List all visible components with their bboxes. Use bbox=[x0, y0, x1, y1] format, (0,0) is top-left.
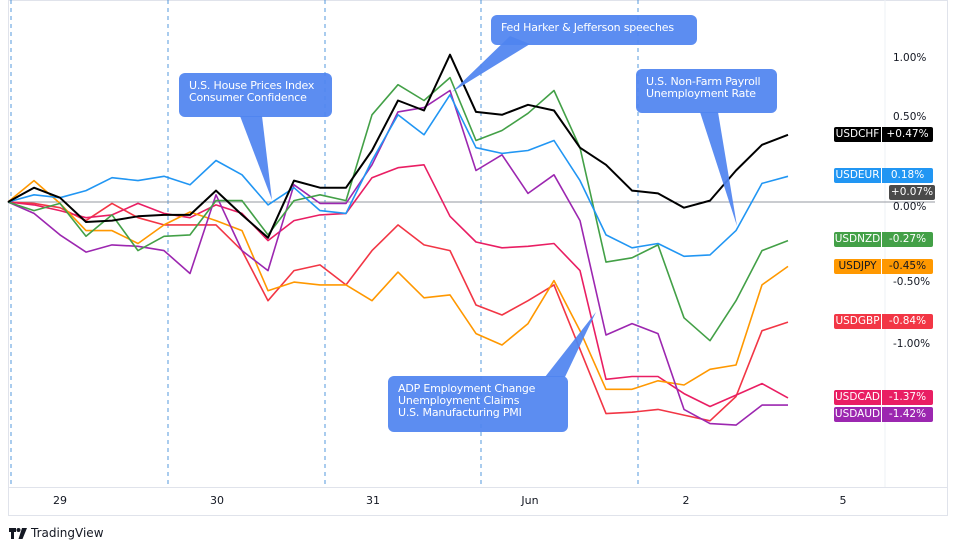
series-name: USDJPY bbox=[834, 259, 881, 274]
tradingview-logo-mark bbox=[9, 527, 27, 539]
series-line-usdchf[interactable] bbox=[7, 53, 789, 239]
callout-pointer bbox=[452, 36, 530, 92]
series-last-value: -1.42% bbox=[881, 407, 933, 422]
series-tag-usdgbp[interactable]: USDGBP -0.84% bbox=[834, 314, 933, 329]
series-tag-usdjpy[interactable]: USDJPY -0.45% bbox=[834, 259, 933, 274]
time-axis-label: 31 bbox=[366, 494, 380, 507]
event-callout[interactable]: U.S. Non-Farm Payroll Unemployment Rate bbox=[636, 69, 777, 113]
series-line-usdgbp[interactable] bbox=[7, 201, 789, 422]
series-tag-usdaud[interactable]: USDAUD -1.42% bbox=[834, 407, 933, 422]
series-last-value: +0.47% bbox=[881, 127, 933, 142]
callout-pointer bbox=[545, 312, 596, 377]
series-name: USDAUD bbox=[834, 407, 881, 422]
chart-border bbox=[8, 0, 948, 516]
event-callout[interactable]: U.S. House Prices Index Consumer Confide… bbox=[179, 73, 332, 117]
time-axis-label: 5 bbox=[839, 494, 847, 507]
series-line-usdaud[interactable] bbox=[7, 89, 788, 426]
price-axis-label: -1.00% bbox=[893, 338, 931, 350]
series-tag-usdeur[interactable]: USDEUR 0.18% bbox=[834, 168, 933, 183]
series-name: USDCHF bbox=[834, 127, 881, 142]
callout-pointer bbox=[240, 116, 272, 200]
series-line-usdcad[interactable] bbox=[7, 164, 789, 408]
series-line-usdeur[interactable] bbox=[7, 94, 789, 258]
baseline-value-badge: +0.07% bbox=[889, 185, 935, 200]
price-axis-label: 0.50% bbox=[893, 111, 927, 123]
tradingview-logo-text: TradingView bbox=[31, 526, 104, 540]
price-axis-label: -0.50% bbox=[893, 276, 931, 288]
series-last-value: -0.45% bbox=[881, 259, 933, 274]
time-axis-label: 29 bbox=[53, 494, 67, 507]
series-line-usdnzd[interactable] bbox=[7, 76, 789, 342]
series-tag-usdcad[interactable]: USDCAD -1.37% bbox=[834, 390, 933, 405]
series-tag-usdnzd[interactable]: USDNZD -0.27% bbox=[834, 232, 933, 247]
event-callout[interactable]: ADP Employment Change Unemployment Claim… bbox=[388, 376, 568, 432]
time-axis-label: 2 bbox=[682, 494, 690, 507]
price-axis-label: 1.00% bbox=[893, 52, 927, 64]
series-name: USDCAD bbox=[834, 390, 881, 405]
series-last-value: -0.84% bbox=[881, 314, 933, 329]
time-axis-label: 30 bbox=[210, 494, 224, 507]
series-last-value: -0.27% bbox=[881, 232, 933, 247]
series-name: USDEUR bbox=[834, 168, 881, 183]
callout-pointer bbox=[700, 112, 737, 226]
series-line-usdjpy[interactable] bbox=[7, 179, 789, 391]
event-callout[interactable]: Fed Harker & Jefferson speeches bbox=[491, 15, 697, 45]
series-tag-usdchf[interactable]: USDCHF +0.47% bbox=[834, 127, 933, 142]
series-name: USDNZD bbox=[834, 232, 881, 247]
tradingview-logo[interactable]: TradingView bbox=[9, 526, 104, 540]
series-last-value: 0.18% bbox=[881, 168, 933, 183]
series-name: USDGBP bbox=[834, 314, 881, 329]
series-last-value: -1.37% bbox=[881, 390, 933, 405]
price-axis-label: 0.00% bbox=[893, 201, 927, 213]
time-axis-label: Jun bbox=[521, 494, 539, 507]
